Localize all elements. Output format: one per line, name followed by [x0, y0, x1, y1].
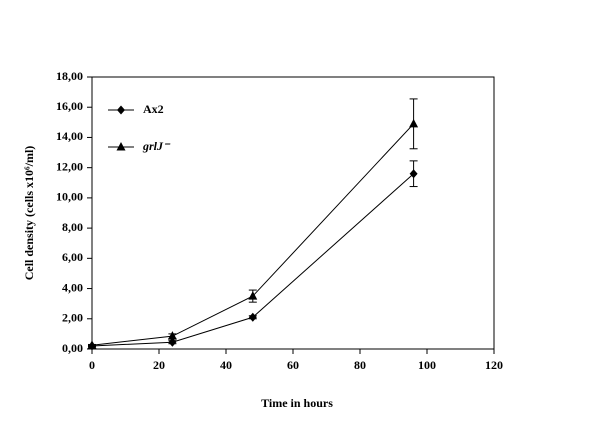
y-tick-label: 0,00: [62, 341, 83, 355]
marker: [87, 340, 97, 349]
x-tick-label: 0: [89, 358, 95, 372]
series-line: [91, 173, 414, 347]
x-axis-title: Time in hours: [261, 396, 333, 410]
x-tick-label: 120: [485, 358, 503, 372]
y-tick-label: 8,00: [62, 220, 83, 234]
marker: [168, 337, 177, 347]
legend-marker: [117, 105, 125, 115]
plot-frame: [91, 76, 495, 350]
legend-label: Ax2: [143, 102, 164, 116]
marker: [409, 118, 419, 128]
y-tick-label: 12,00: [56, 159, 83, 173]
y-tick-label: 2,00: [62, 311, 83, 325]
marker: [248, 312, 257, 322]
x-tick-label: 20: [153, 358, 165, 372]
y-tick-label: 6,00: [62, 250, 83, 264]
x-tick-label: 60: [287, 358, 299, 372]
y-tick-label: 4,00: [62, 280, 83, 294]
y-axis-title: Cell density (cells x10⁶/ml): [22, 146, 36, 281]
y-tick-label: 10,00: [56, 190, 83, 204]
legend-marker: [116, 142, 126, 151]
series-line: [91, 123, 414, 346]
y-tick-label: 14,00: [56, 129, 83, 143]
x-tick-label: 80: [354, 358, 366, 372]
marker: [248, 291, 258, 300]
x-tick-label: 40: [220, 358, 232, 372]
x-tick-label: 100: [418, 358, 436, 372]
legend-label: grlJ⁻: [142, 139, 171, 153]
y-tick-label: 16,00: [56, 99, 83, 113]
y-tick-label: 18,00: [56, 69, 83, 83]
marker: [409, 169, 418, 179]
marker: [167, 331, 177, 340]
